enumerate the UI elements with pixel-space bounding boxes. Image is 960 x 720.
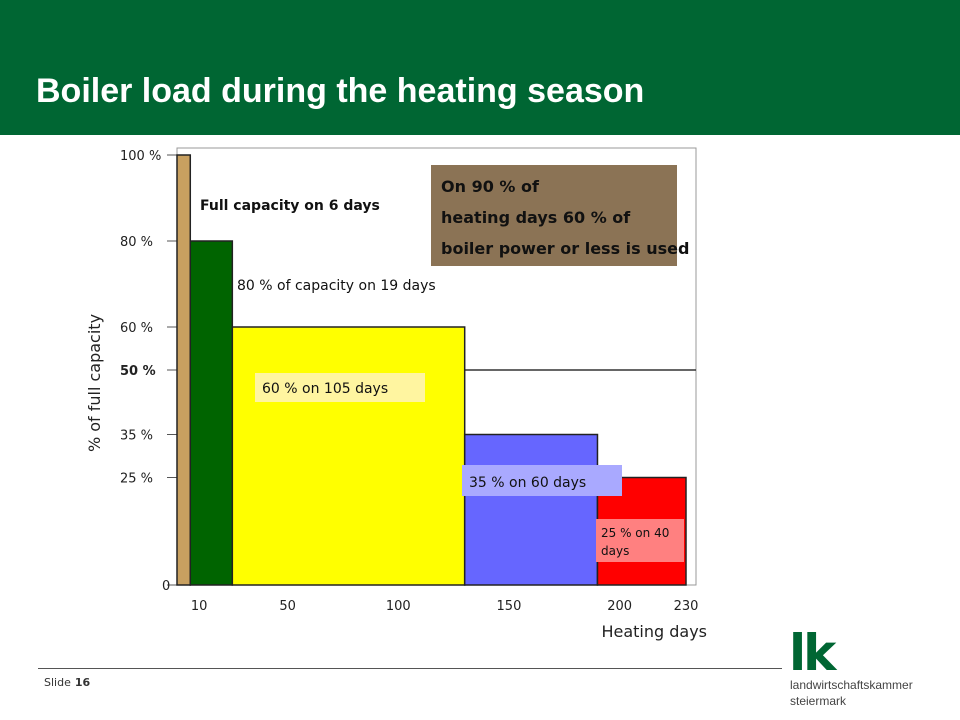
slide-title: Boiler load during the heating season xyxy=(36,72,645,110)
bar-segment-60-days xyxy=(463,433,599,586)
annotation-text-line-3: boiler power or less is used xyxy=(441,239,689,258)
y-axis-title: % of full capacity xyxy=(85,314,104,452)
x-tick-label: 230 xyxy=(674,599,699,614)
title-banner xyxy=(0,0,960,135)
x-axis-title: Heating days xyxy=(601,622,707,641)
bar-segment-6-days xyxy=(176,154,192,586)
segment-label-40-days-line2: days xyxy=(601,544,629,558)
segment-label-bg-40-days xyxy=(596,519,684,562)
bar-segment-19-days xyxy=(189,240,234,586)
segment-label-60-days: 35 % on 60 days xyxy=(469,475,586,491)
y-tick-label: 100 % xyxy=(120,149,161,164)
x-tick-label: 150 xyxy=(497,599,522,614)
y-tick-label: 25 % xyxy=(120,472,153,487)
y-tick-label: 60 % xyxy=(120,321,153,336)
segment-label-19-days: 80 % of capacity on 19 days xyxy=(237,278,436,294)
bar-segment-105-days xyxy=(231,326,466,586)
slide-label: Slide xyxy=(44,676,71,689)
annotation-text-line-1: On 90 % of xyxy=(441,177,540,196)
x-tick-label: 200 xyxy=(607,599,632,614)
segment-label-bg-60-days xyxy=(462,465,622,496)
lk-logo-mark: lk xyxy=(789,624,836,682)
y-tick-label: 80 % xyxy=(120,235,153,250)
segment-label-bg-105-days xyxy=(255,373,425,402)
logo-text-line-1: landwirtschaftskammer xyxy=(790,678,913,692)
y-tick-label: 0 xyxy=(162,579,170,594)
segment-label-40-days-line1: 25 % on 40 xyxy=(601,526,669,540)
logo-text-line-2: steiermark xyxy=(790,694,847,708)
footer-divider xyxy=(38,668,782,669)
annotation-box xyxy=(431,165,677,266)
y-tick-label: 35 % xyxy=(120,429,153,444)
segment-label-6-days: Full capacity on 6 days xyxy=(200,198,380,214)
segment-label-105-days: 60 % on 105 days xyxy=(262,381,388,397)
slide-number: 16 xyxy=(74,676,91,689)
x-tick-label: 50 xyxy=(279,599,296,614)
x-tick-label: 100 xyxy=(386,599,411,614)
x-tick-label: 10 xyxy=(191,599,208,614)
annotation-text-line-2: heating days 60 % of xyxy=(441,208,631,227)
slide-footer: Slide 16 xyxy=(44,676,90,689)
y-tick-label: 50 % xyxy=(120,364,156,379)
